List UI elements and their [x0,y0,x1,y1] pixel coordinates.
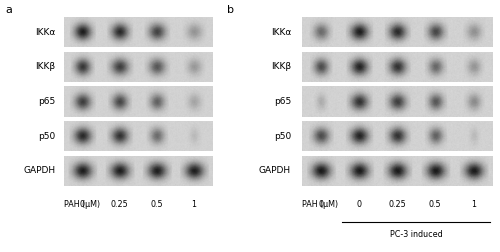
Text: 0: 0 [318,200,324,209]
Text: 1: 1 [192,200,196,209]
Text: p65: p65 [38,97,56,106]
Text: 0: 0 [80,200,85,209]
Text: IKKα: IKKα [35,28,56,37]
Text: IKKα: IKKα [270,28,291,37]
Text: p50: p50 [274,132,291,141]
Text: a: a [5,5,12,15]
Text: IKKβ: IKKβ [271,62,291,72]
Text: 0: 0 [356,200,362,209]
Text: 0.25: 0.25 [388,200,406,209]
Text: p65: p65 [274,97,291,106]
Text: p50: p50 [38,132,56,141]
Text: 0.5: 0.5 [150,200,163,209]
Text: PC-3 induced: PC-3 induced [390,230,442,239]
Text: PAH (μM): PAH (μM) [64,200,100,209]
Text: PAH (μM): PAH (μM) [302,200,338,209]
Text: GAPDH: GAPDH [259,166,291,175]
Text: 0.5: 0.5 [429,200,442,209]
Text: b: b [226,5,234,15]
Text: IKKβ: IKKβ [35,62,56,72]
Text: GAPDH: GAPDH [23,166,56,175]
Text: 0.25: 0.25 [110,200,128,209]
Text: 1: 1 [471,200,476,209]
